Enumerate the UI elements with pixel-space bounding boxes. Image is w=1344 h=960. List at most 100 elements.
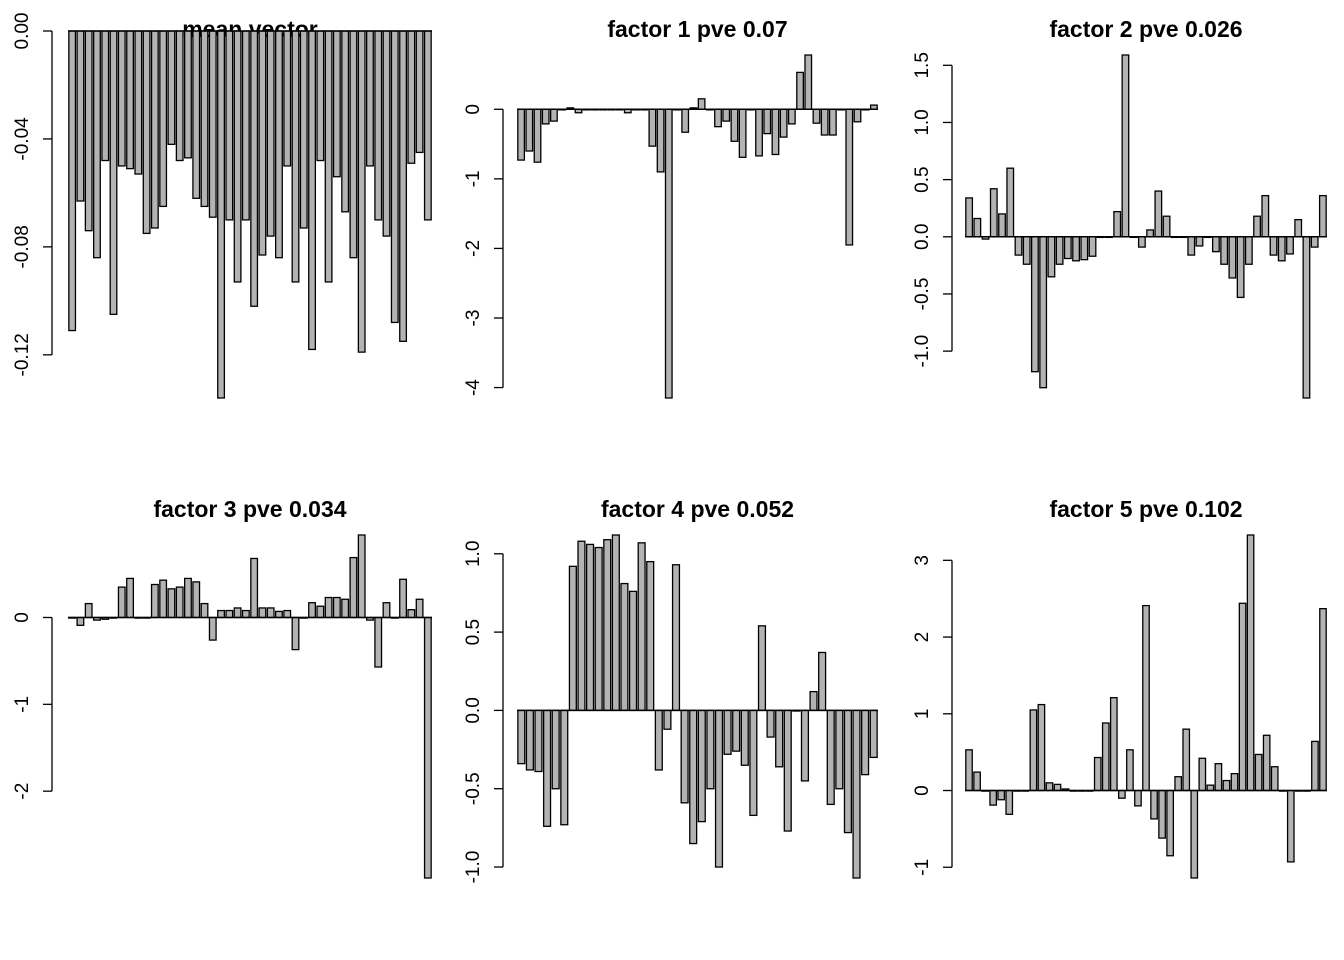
bar: [407, 609, 416, 619]
bar: [1222, 779, 1231, 792]
bar: [1053, 783, 1062, 792]
bar: [541, 108, 550, 125]
bar: [1072, 236, 1081, 262]
bar: [1166, 789, 1175, 857]
bar: [998, 213, 1006, 238]
y-tick-label: -1.0: [463, 851, 484, 884]
bar: [809, 690, 818, 712]
y-tick-label: 0: [12, 612, 33, 623]
y-tick-label: 0.00: [12, 13, 33, 50]
bar: [1029, 709, 1038, 792]
bar: [989, 188, 998, 238]
bar: [68, 30, 77, 332]
bar: [1030, 236, 1039, 373]
bar: [1310, 236, 1319, 248]
bar: [697, 98, 706, 110]
bar: [423, 616, 432, 879]
bar: [1014, 236, 1023, 256]
bar: [283, 30, 292, 167]
bar: [1174, 776, 1183, 792]
bar: [241, 30, 250, 221]
bar: [1238, 602, 1247, 792]
bar: [93, 30, 101, 259]
bar: [828, 108, 837, 136]
bar: [1109, 697, 1118, 792]
bar: [274, 30, 283, 259]
bar: [1198, 757, 1207, 792]
bar: [1126, 749, 1134, 792]
bar: [374, 30, 383, 221]
y-tick-label: 0.5: [463, 619, 484, 645]
y-tick-label: -1.0: [912, 335, 933, 368]
bar: [1253, 215, 1262, 238]
bar: [382, 602, 391, 619]
bar: [225, 609, 234, 619]
bar: [594, 546, 603, 712]
bar: [1262, 734, 1271, 792]
bar: [250, 557, 259, 619]
bar: [1162, 215, 1171, 238]
bar: [755, 108, 763, 157]
chart-title: factor 3 pve 0.034: [153, 496, 346, 522]
bar: [804, 54, 813, 110]
bar: [852, 709, 861, 879]
bar: [291, 616, 300, 651]
bar: [620, 582, 629, 712]
bar: [843, 709, 853, 834]
bar: [101, 30, 110, 162]
bar: [568, 565, 577, 712]
bar: [973, 771, 981, 792]
bar: [217, 609, 226, 619]
bar: [316, 30, 325, 162]
bar: [357, 30, 366, 353]
bar: [1137, 236, 1146, 248]
bar: [299, 30, 308, 229]
bar: [1294, 218, 1303, 238]
bar: [274, 610, 283, 619]
bar: [517, 108, 526, 161]
bar: [332, 596, 341, 619]
bar: [1045, 782, 1054, 792]
bar: [175, 30, 184, 162]
bar: [84, 602, 93, 619]
bar: [349, 556, 358, 619]
bar: [1246, 534, 1255, 792]
bar: [258, 30, 267, 256]
bar: [800, 709, 810, 782]
bar: [266, 30, 275, 237]
bar: [84, 30, 93, 232]
bar: [551, 709, 560, 790]
bar: [399, 578, 408, 619]
y-tick-label: 1.0: [463, 541, 484, 567]
bar: [1311, 740, 1319, 792]
bar: [1146, 229, 1155, 238]
bar: [167, 588, 176, 619]
bar: [757, 625, 767, 712]
bar: [766, 709, 775, 738]
y-tick-label: -2: [463, 240, 484, 257]
bar: [1261, 194, 1270, 238]
bar: [611, 534, 620, 712]
bar: [1211, 236, 1220, 253]
bar: [663, 709, 672, 730]
bar: [664, 108, 673, 399]
bar: [771, 108, 780, 156]
bar: [357, 534, 366, 619]
bar: [1220, 236, 1229, 265]
bar: [1302, 236, 1311, 399]
bar: [192, 581, 201, 619]
bar: [1230, 772, 1239, 792]
bar: [714, 709, 724, 868]
bar: [1022, 236, 1031, 265]
bar: [723, 709, 732, 755]
bar: [134, 30, 143, 175]
bar: [1005, 789, 1014, 815]
bar: [1039, 236, 1048, 389]
y-tick-label: -0.04: [12, 117, 33, 161]
bar: [1277, 236, 1286, 262]
chart-title: factor 1 pve 0.07: [607, 16, 787, 42]
bar: [423, 30, 432, 221]
bar: [560, 709, 569, 826]
